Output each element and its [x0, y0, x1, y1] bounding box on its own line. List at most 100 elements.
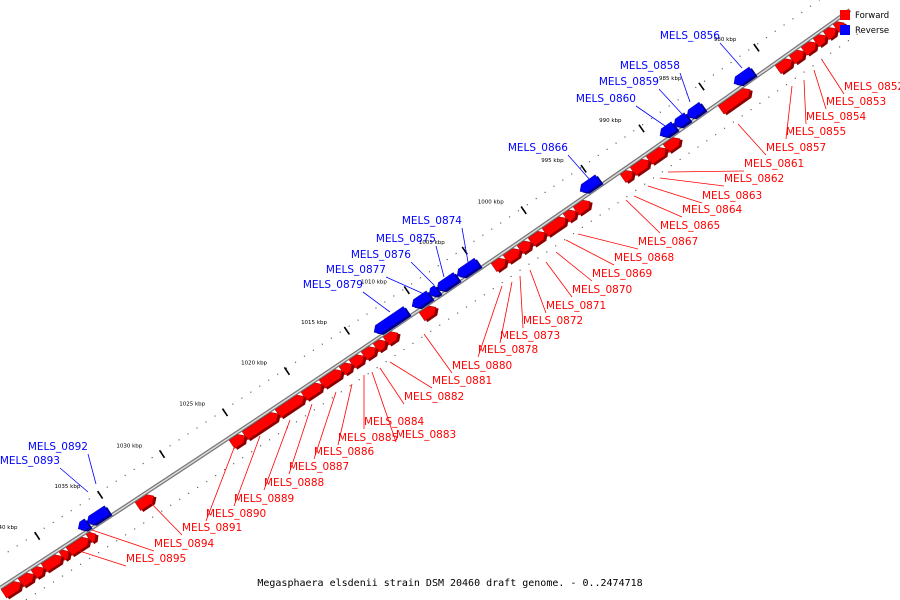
gene-label[interactable]: MELS_0894	[91, 529, 214, 552]
forward-gene[interactable]	[58, 547, 74, 563]
gene-label[interactable]: MELS_0869	[555, 251, 652, 282]
gene-label[interactable]: MELS_0863	[647, 185, 762, 204]
scale-dot-lower	[528, 263, 530, 265]
forward-gene[interactable]	[418, 302, 441, 323]
gene-label[interactable]: MELS_0886	[313, 391, 374, 460]
gene-label[interactable]: MELS_0889	[233, 435, 294, 507]
reverse-gene[interactable]	[371, 306, 412, 339]
gene-label[interactable]: MELS_0858	[620, 60, 691, 103]
gene-label[interactable]: MELS_0856	[660, 30, 743, 69]
gene-label[interactable]: MELS_0879	[303, 279, 391, 313]
svg-text:MELS_0856: MELS_0856	[660, 30, 720, 42]
forward-gene[interactable]	[372, 336, 391, 354]
forward-gene[interactable]	[490, 254, 511, 273]
reverse-gene[interactable]	[434, 272, 462, 296]
forward-gene[interactable]	[134, 491, 159, 513]
forward-gene[interactable]	[822, 24, 841, 42]
gene-label[interactable]: MELS_0867	[577, 233, 698, 250]
gene-label[interactable]: MELS_0876	[351, 249, 435, 286]
forward-gene[interactable]	[788, 46, 809, 66]
svg-text:MELS_0885: MELS_0885	[338, 432, 398, 444]
reverse-gene[interactable]	[731, 66, 758, 90]
forward-gene[interactable]	[0, 578, 26, 600]
gene-label[interactable]: MELS_0859	[599, 76, 683, 115]
scale-dot-lower	[152, 516, 154, 518]
gene-label[interactable]: MELS_0890	[205, 447, 266, 522]
gene-label[interactable]: MELS_0874	[402, 215, 469, 263]
gene-label[interactable]: MELS_0861	[667, 158, 804, 173]
gene-label[interactable]: MELS_0884	[363, 375, 424, 429]
gene-label[interactable]: MELS_0895	[69, 547, 186, 567]
scale-dot-upper	[357, 319, 359, 321]
scale-dot-upper	[473, 240, 475, 242]
reverse-gene[interactable]	[684, 101, 708, 123]
gene-label[interactable]: MELS_0857	[737, 123, 826, 156]
gene-label[interactable]: MELS_0870	[545, 261, 632, 298]
forward-gene[interactable]	[812, 31, 831, 49]
reverse-gene[interactable]	[75, 518, 93, 535]
scale-dot-lower	[233, 463, 235, 465]
gene-label[interactable]: MELS_0875	[376, 233, 445, 278]
forward-gene[interactable]	[619, 167, 638, 185]
gene-label[interactable]: MELS_0882	[379, 367, 464, 405]
scale-dot-lower	[599, 214, 601, 216]
gene-label[interactable]: MELS_0872	[519, 275, 583, 329]
forward-gene[interactable]	[800, 38, 821, 58]
reverse-gene[interactable]	[657, 121, 680, 142]
gene-label[interactable]: MELS_0893	[0, 455, 89, 493]
gene-label[interactable]: MELS_0887	[288, 403, 349, 475]
reverse-gene[interactable]	[409, 290, 435, 313]
forward-gene[interactable]	[717, 85, 755, 117]
gene-label[interactable]: MELS_0854	[803, 79, 866, 125]
scale-dot-upper	[25, 539, 27, 541]
svg-text:MELS_0864: MELS_0864	[682, 204, 742, 216]
reverse-gene[interactable]	[454, 257, 483, 282]
gene-label[interactable]: MELS_0880	[423, 333, 512, 374]
scale-dot-upper	[677, 99, 679, 101]
gene-label[interactable]: MELS_0873	[499, 281, 560, 344]
gene-label[interactable]: MELS_0881	[389, 361, 492, 389]
gene-label[interactable]: MELS_0865	[625, 199, 720, 234]
scale-dot-upper	[606, 148, 608, 150]
forward-gene[interactable]	[774, 55, 797, 76]
reverse-gene[interactable]	[426, 285, 443, 302]
gene-label[interactable]: MELS_0853	[813, 69, 886, 110]
svg-text:MELS_0894: MELS_0894	[154, 538, 214, 550]
gene-label[interactable]: MELS_0878	[477, 285, 538, 358]
gene-label[interactable]: MELS_0877	[326, 264, 425, 295]
scale-dot-lower	[492, 288, 494, 290]
forward-gene[interactable]	[228, 431, 250, 451]
svg-text:MELS_0866: MELS_0866	[508, 142, 568, 154]
svg-text:MELS_0893: MELS_0893	[0, 455, 60, 467]
gene-label[interactable]: MELS_0860	[576, 93, 669, 129]
svg-text:MELS_0880: MELS_0880	[452, 360, 512, 372]
gene-label[interactable]: MELS_0883	[371, 371, 456, 443]
gene-label[interactable]: MELS_0855	[785, 85, 846, 140]
scale-dot-upper	[437, 265, 439, 267]
scale-dot-lower	[688, 152, 690, 154]
scale-dot-upper	[624, 136, 626, 138]
gene-label[interactable]: MELS_0864	[633, 195, 742, 218]
reverse-gene[interactable]	[671, 112, 693, 132]
scale-dot-lower	[519, 269, 521, 271]
gene-label[interactable]: MELS_0862	[659, 173, 784, 187]
reverse-gene[interactable]	[577, 174, 604, 198]
svg-text:MELS_0881: MELS_0881	[432, 375, 492, 387]
gene-label[interactable]: MELS_0866	[508, 142, 591, 181]
gene-label[interactable]: MELS_0885	[337, 383, 398, 446]
gene-label[interactable]: MELS_0871	[529, 269, 606, 314]
gene-label[interactable]: MELS_0868	[565, 239, 674, 266]
scale-dot-upper	[419, 277, 422, 279]
gene-label[interactable]: MELS_0891	[145, 497, 242, 536]
scale-dot-lower	[125, 534, 127, 536]
gene-label[interactable]: MELS_0892	[28, 441, 97, 485]
tick-label: 1005 kbp	[419, 240, 445, 246]
gene-label[interactable]: MELS_0888	[263, 419, 324, 491]
svg-text:MELS_0871: MELS_0871	[546, 300, 606, 312]
scale-dot-upper	[730, 61, 732, 64]
scale-dot-upper	[748, 49, 750, 51]
gene-label[interactable]: MELS_0852	[821, 59, 900, 95]
scale-dot-lower	[537, 257, 539, 259]
svg-text:MELS_0889: MELS_0889	[234, 493, 294, 505]
reverse-gene[interactable]	[84, 505, 113, 529]
